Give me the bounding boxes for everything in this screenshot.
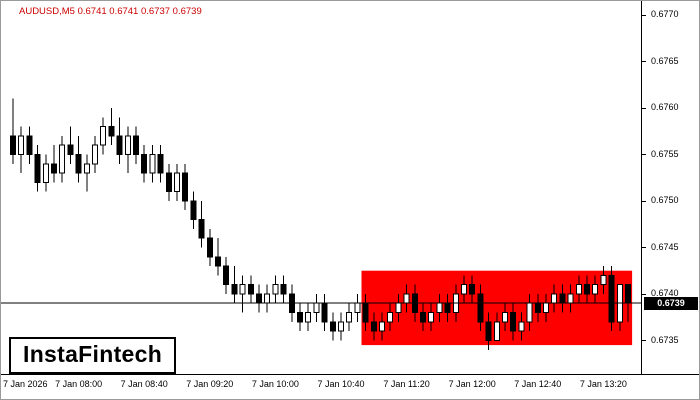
candle [100, 117, 107, 155]
time-tick-label: 7 Jan 11:20 [383, 379, 430, 389]
time-tick-label: 7 Jan 12:40 [514, 379, 562, 389]
candle [575, 275, 582, 304]
price-tick-label: 0.6735 [651, 334, 679, 345]
candle [133, 126, 139, 164]
candle [485, 312, 492, 350]
candle [215, 238, 221, 276]
chart-plot-area[interactable] [1, 1, 641, 374]
candle [297, 303, 303, 332]
candle [34, 145, 41, 192]
candle [428, 303, 435, 332]
candle [272, 275, 279, 304]
candle [157, 145, 164, 183]
candle [280, 275, 287, 304]
candle [600, 266, 607, 294]
candle [256, 284, 262, 313]
time-tick-label: 7 Jan 08:00 [55, 379, 103, 389]
time-tick-label: 7 Jan 10:40 [317, 379, 365, 389]
candle [584, 275, 590, 304]
candle [313, 293, 320, 322]
candle [608, 266, 615, 332]
current-price-tag: 0.6739 [644, 296, 698, 310]
candlestick-chart [1, 98, 641, 350]
candle [247, 275, 254, 304]
time-tick-label: 7 Jan 10:00 [251, 379, 299, 389]
candle [387, 303, 394, 332]
candle [108, 107, 115, 146]
candle [239, 275, 246, 313]
candle [321, 293, 328, 332]
candle [149, 145, 156, 183]
price-axis[interactable]: 0.6739 0.6770 0.6765 0.6760 0.6755 0.6750 0.6… [642, 1, 699, 374]
candle [75, 135, 82, 183]
candle [518, 312, 525, 341]
time-tick-label: 7 Jan 09:20 [186, 379, 234, 389]
candle [305, 303, 312, 332]
candle [592, 275, 599, 304]
candle [198, 200, 205, 248]
broker-logo: InstaFintech [9, 337, 177, 374]
candle [116, 117, 123, 164]
symbol-ohlc-title: AUDUSD,M5 0.6741 0.6741 0.6737 0.6739 [19, 6, 202, 17]
price-tick-mark [642, 340, 646, 341]
price-tick-mark [642, 154, 646, 155]
candle [461, 275, 467, 304]
candle [264, 284, 271, 313]
candle [469, 275, 476, 304]
candle [190, 191, 197, 229]
price-tick-label: 0.6755 [651, 148, 679, 159]
candle [18, 126, 25, 174]
candle [92, 135, 98, 174]
candle [67, 126, 74, 164]
candle [420, 303, 426, 332]
candle [26, 126, 33, 164]
candle [329, 312, 336, 341]
time-axis[interactable]: 7 Jan 2026 7 Jan 08:00 7 Jan 08:40 7 Jan 09… [1, 375, 699, 399]
price-tick-mark [642, 247, 646, 248]
candle [10, 98, 16, 164]
price-tick-label: 0.6760 [651, 102, 679, 113]
time-tick-label: 7 Jan 13:20 [579, 379, 627, 389]
candle [124, 126, 131, 174]
price-axis-line [641, 1, 642, 375]
time-axis-line [1, 374, 699, 375]
price-tick-label: 0.6765 [651, 55, 679, 66]
candle [206, 228, 213, 267]
price-tick-label: 0.6750 [651, 195, 679, 206]
candle [231, 266, 238, 304]
price-tick-mark [642, 108, 646, 109]
price-tick-mark [642, 294, 646, 295]
candle [59, 135, 66, 183]
time-tick-label: 7 Jan 08:40 [120, 379, 168, 389]
price-tick-label: 0.6740 [651, 288, 679, 299]
candle [502, 303, 508, 332]
candle [42, 154, 49, 192]
candle [182, 163, 189, 211]
candle [346, 303, 353, 332]
candle [338, 312, 344, 341]
price-tick-mark [642, 61, 646, 62]
candle [51, 145, 57, 183]
candle [165, 163, 172, 201]
candle [379, 312, 385, 341]
candle [354, 293, 361, 322]
time-tick-label: 7 Jan 2026 [3, 379, 48, 389]
candle [83, 154, 90, 192]
candle [493, 312, 500, 341]
candle [174, 163, 180, 201]
candle [477, 284, 484, 332]
price-tick-mark [642, 15, 646, 16]
time-tick-label: 7 Jan 12:00 [448, 379, 496, 389]
candle [141, 145, 148, 183]
broker-logo-text: InstaFintech [23, 341, 163, 367]
price-tick-mark [642, 201, 646, 202]
candle [510, 303, 517, 341]
price-tick-label: 0.6770 [651, 9, 679, 20]
price-tick-label: 0.6745 [651, 241, 679, 252]
candle [370, 312, 377, 341]
candle [223, 256, 230, 294]
